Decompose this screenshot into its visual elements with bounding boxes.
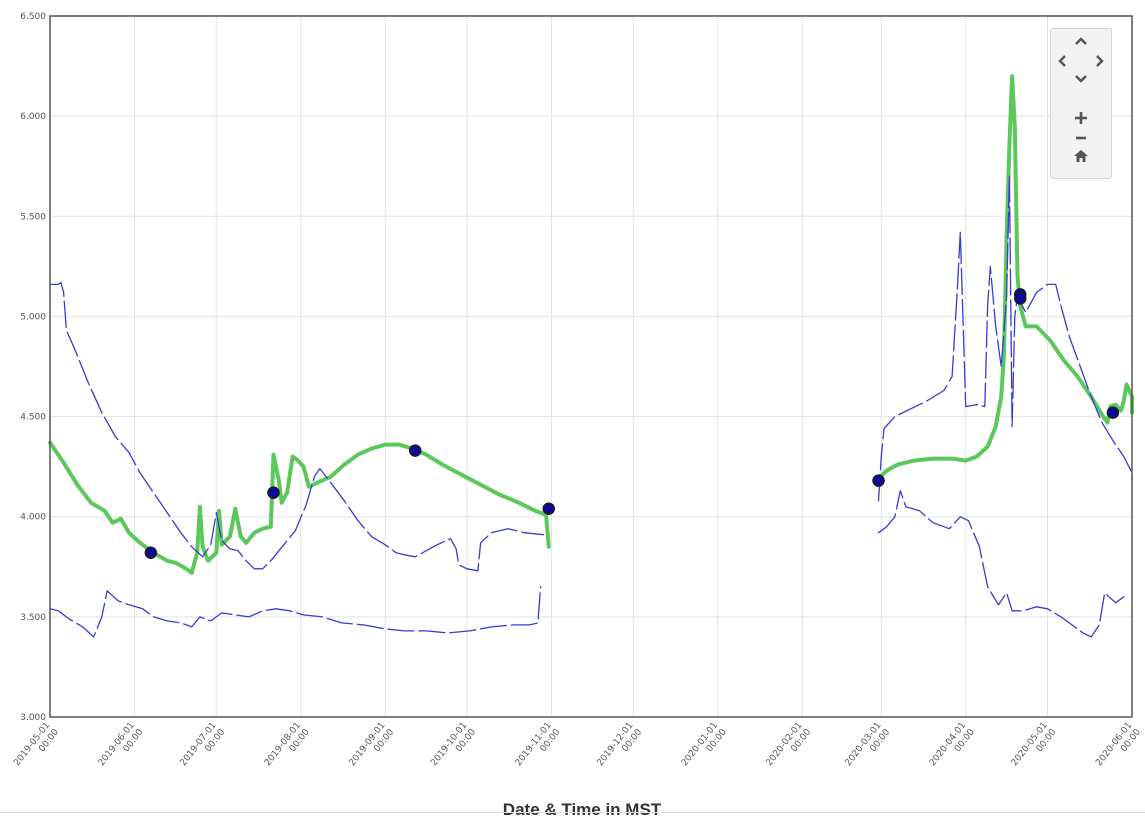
x-tick-label: 2019-06-0100:00 [97, 720, 146, 774]
x-tick-label: 2019-11-0100:00 [514, 720, 563, 774]
data-point-marker [1014, 292, 1027, 305]
y-tick-label: 3.000 [20, 713, 46, 723]
x-tick-label: 2020-01-0100:00 [680, 720, 729, 774]
zoom-in-button[interactable] [1071, 108, 1091, 128]
chevron-right-icon [1096, 55, 1104, 67]
y-axis: 3.000 3.500 4.000 4.500 5.000 5.500 6.000 6.500 [20, 12, 46, 723]
plot-background [50, 16, 1132, 717]
x-tick-label: 2020-06-0100:00 [1094, 720, 1143, 774]
y-tick-label: 4.500 [20, 413, 46, 423]
plot-frame [49, 15, 1133, 718]
data-point-marker [144, 546, 158, 560]
series-line-blue-dashed [877, 175, 1133, 502]
pan-right-button[interactable] [1090, 51, 1110, 71]
chevron-left-icon [1058, 55, 1066, 67]
data-point-marker [1106, 406, 1120, 419]
data-point-marker [267, 486, 280, 499]
data-point-marker [872, 474, 885, 487]
bottom-divider [0, 812, 1145, 813]
x-axis: 2019-05-0100:00 2019-06-0100:00 2019-07-01… [12, 720, 1143, 774]
series-line-blue-dashed [49, 586, 542, 638]
x-tick-label: 2019-10-0100:00 [429, 720, 478, 774]
x-tick-label: 2019-07-0100:00 [179, 720, 228, 774]
y-tick-label: 5.500 [20, 212, 46, 222]
x-tick-label: 2019-08-0100:00 [263, 720, 312, 774]
zoom-out-button[interactable] [1071, 128, 1091, 148]
y-tick-label: 5.000 [20, 312, 46, 322]
zoom-reset-button[interactable] [1071, 146, 1091, 166]
series-line-green [876, 74, 1134, 481]
x-tick-label: 2020-05-0100:00 [1010, 720, 1059, 774]
chevron-down-icon [1075, 75, 1087, 83]
x-tick-label: 2019-05-0100:00 [12, 720, 61, 774]
chevron-up-icon [1075, 37, 1087, 45]
pan-left-button[interactable] [1052, 51, 1072, 71]
y-tick-label: 4.000 [20, 513, 46, 523]
x-tick-label: 2019-09-0100:00 [348, 720, 397, 774]
x-tick-label: 2020-04-0100:00 [928, 720, 977, 774]
marker-layer [144, 288, 1120, 560]
y-tick-label: 3.500 [20, 613, 46, 623]
data-point-marker [408, 444, 422, 457]
x-tick-label: 2020-02-0100:00 [764, 720, 813, 774]
minus-icon [1076, 136, 1086, 140]
data-point-marker [542, 502, 556, 515]
pan-up-button[interactable] [1071, 31, 1091, 51]
home-icon [1074, 150, 1088, 162]
pan-down-button[interactable] [1071, 69, 1091, 89]
y-tick-label: 6.000 [20, 112, 46, 122]
pan-zoom-controls [1050, 28, 1112, 179]
x-tick-label: 2020-03-0100:00 [844, 720, 893, 774]
grid [50, 16, 1132, 717]
y-tick-label: 6.500 [20, 12, 46, 22]
x-axis-title: Date & Time in MST [503, 800, 662, 817]
x-tick-label: 2019-12-0100:00 [596, 720, 645, 774]
series-line-blue-dashed [877, 490, 1125, 638]
series-line-blue-dashed [49, 281, 544, 572]
plus-icon [1075, 112, 1087, 124]
